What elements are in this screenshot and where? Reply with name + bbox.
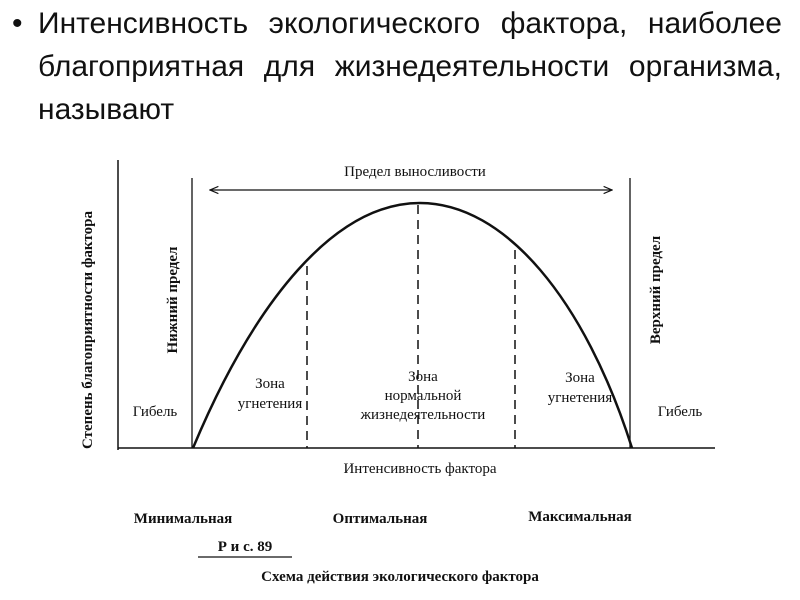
tolerance-curve <box>191 201 634 449</box>
range-label: Максимальная <box>528 509 632 525</box>
zone-label: Зона <box>255 376 285 392</box>
upper-limit-label: Верхний предел <box>648 235 664 344</box>
figure-caption: Схема действия экологического фактора <box>261 569 539 585</box>
x-axis-label: Интенсивность фактора <box>343 461 496 477</box>
zone-label: жизнедеятельности <box>360 407 486 423</box>
lower-limit-label: Нижний предел <box>165 246 181 354</box>
tolerance-label: Предел выносливости <box>344 164 486 180</box>
zone-label: Зона <box>408 369 438 385</box>
bullet-item: • Интенсивность экологического фактора, … <box>12 2 782 131</box>
bullet-text: Интенсивность экологического фактора, на… <box>38 7 782 126</box>
range-label: Оптимальная <box>333 511 428 527</box>
figure-number: Р и с. 89 <box>218 539 272 555</box>
zone-label: нормальной <box>385 388 462 404</box>
death-label: Гибель <box>133 404 178 420</box>
range-label: Минимальная <box>134 511 232 527</box>
zone-label: угнетения <box>238 396 303 412</box>
zone-label: Зона <box>565 370 595 386</box>
zone-label: угнетения <box>548 390 613 406</box>
y-axis-label: Степень благоприятности фактора <box>80 211 96 449</box>
axes <box>117 160 715 558</box>
bullet-dot: • <box>12 7 23 40</box>
death-label: Гибель <box>658 404 703 420</box>
